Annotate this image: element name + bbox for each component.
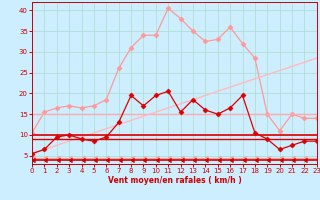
X-axis label: Vent moyen/en rafales ( km/h ): Vent moyen/en rafales ( km/h ) <box>108 176 241 185</box>
